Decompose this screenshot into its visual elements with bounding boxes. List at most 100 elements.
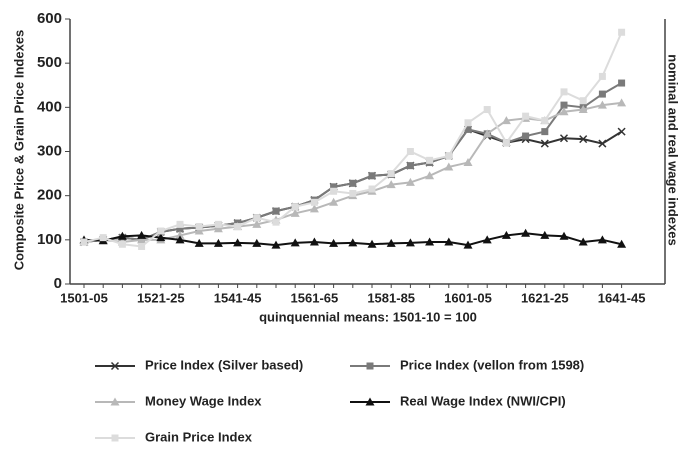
series-marker xyxy=(540,139,549,148)
series-marker xyxy=(559,231,569,240)
series-marker xyxy=(598,139,607,148)
series-marker xyxy=(559,107,569,116)
series-marker xyxy=(483,106,491,114)
series-marker xyxy=(271,240,281,249)
series-marker xyxy=(310,198,318,206)
series-marker xyxy=(252,238,262,247)
series-marker xyxy=(445,152,453,160)
series-marker xyxy=(233,238,243,247)
series-marker xyxy=(99,234,107,242)
x-tick-label: 1581-85 xyxy=(367,290,415,305)
series-marker xyxy=(541,117,549,125)
series-marker xyxy=(348,238,358,247)
series-marker xyxy=(598,90,606,98)
series-marker xyxy=(194,238,204,247)
series-marker xyxy=(386,180,396,189)
series-marker xyxy=(175,230,185,239)
y-tick-label: 400 xyxy=(37,98,62,115)
series-marker xyxy=(252,219,262,228)
series-marker xyxy=(213,224,223,233)
series-marker xyxy=(290,238,300,247)
series-marker xyxy=(560,88,568,96)
series-marker xyxy=(501,116,511,125)
series-marker xyxy=(406,162,414,170)
series-marker xyxy=(195,223,203,231)
series-marker xyxy=(368,172,376,180)
series-marker xyxy=(617,127,626,136)
series-marker xyxy=(597,100,607,109)
series-marker xyxy=(272,218,280,226)
series-marker xyxy=(386,238,396,247)
series-line xyxy=(83,31,623,248)
series-marker xyxy=(330,183,338,191)
series-marker xyxy=(406,148,414,155)
series-marker xyxy=(329,197,339,206)
series-marker xyxy=(138,242,146,250)
series-marker xyxy=(579,135,588,144)
series-marker xyxy=(463,240,473,249)
series-marker xyxy=(617,239,627,248)
y-tick-label: 600 xyxy=(37,10,62,27)
series-marker xyxy=(272,207,280,215)
series-marker xyxy=(137,235,147,244)
series-marker xyxy=(176,225,184,233)
legend-label: Grain Price Index xyxy=(145,429,253,444)
series-marker xyxy=(329,238,339,247)
series-marker xyxy=(309,237,319,246)
series-marker xyxy=(579,97,587,105)
legend-label: Price Index (vellon from 1598) xyxy=(400,357,584,372)
series-marker xyxy=(425,237,435,246)
series-marker xyxy=(617,98,627,107)
y-tick-label: 100 xyxy=(37,231,62,248)
legend-marker xyxy=(366,362,374,370)
series-marker xyxy=(521,228,531,237)
series-marker xyxy=(425,171,435,180)
x-tick-label: 1621-25 xyxy=(521,290,569,305)
series-line xyxy=(83,82,623,244)
y-axis-label: Composite Price & Grain Price Indexes xyxy=(11,30,26,271)
series-marker xyxy=(482,129,492,138)
series-marker xyxy=(367,239,377,248)
series-marker xyxy=(349,179,357,187)
series-marker xyxy=(137,230,147,239)
series-marker xyxy=(444,162,454,171)
series-marker xyxy=(464,125,472,133)
series-marker xyxy=(463,158,473,167)
series-marker xyxy=(405,177,415,186)
series-marker xyxy=(194,226,204,235)
series-marker xyxy=(368,185,376,193)
series-marker xyxy=(176,220,184,228)
series-marker xyxy=(117,231,127,240)
series-marker xyxy=(502,139,510,147)
series-marker xyxy=(387,170,395,178)
series-marker xyxy=(118,240,126,248)
series-marker xyxy=(80,238,88,246)
legend-marker xyxy=(110,361,120,371)
y-tick-label: 0 xyxy=(54,275,62,292)
series-marker xyxy=(213,238,223,247)
y2-axis-label: nominal and real wage indexes xyxy=(666,54,681,245)
series-marker xyxy=(598,72,606,80)
series-marker xyxy=(157,227,165,235)
x-tick-label: 1561-65 xyxy=(291,290,339,305)
series-marker xyxy=(541,128,549,136)
series-marker xyxy=(618,28,626,36)
series-marker xyxy=(578,237,588,246)
series-marker xyxy=(291,203,299,211)
legend-marker xyxy=(111,434,119,442)
series-marker xyxy=(214,220,222,228)
series-marker xyxy=(464,119,472,127)
series-marker xyxy=(234,223,242,231)
legend-label: Real Wage Index (NWI/CPI) xyxy=(400,393,566,408)
y-tick-label: 500 xyxy=(37,54,62,71)
legend-marker xyxy=(365,397,375,406)
legend-marker xyxy=(110,397,120,406)
series-marker xyxy=(309,204,319,213)
series-marker xyxy=(330,187,338,195)
series-marker xyxy=(559,134,569,143)
series-marker xyxy=(349,189,357,197)
series-marker xyxy=(540,230,550,239)
series-marker xyxy=(482,235,492,244)
series-marker xyxy=(426,156,434,164)
